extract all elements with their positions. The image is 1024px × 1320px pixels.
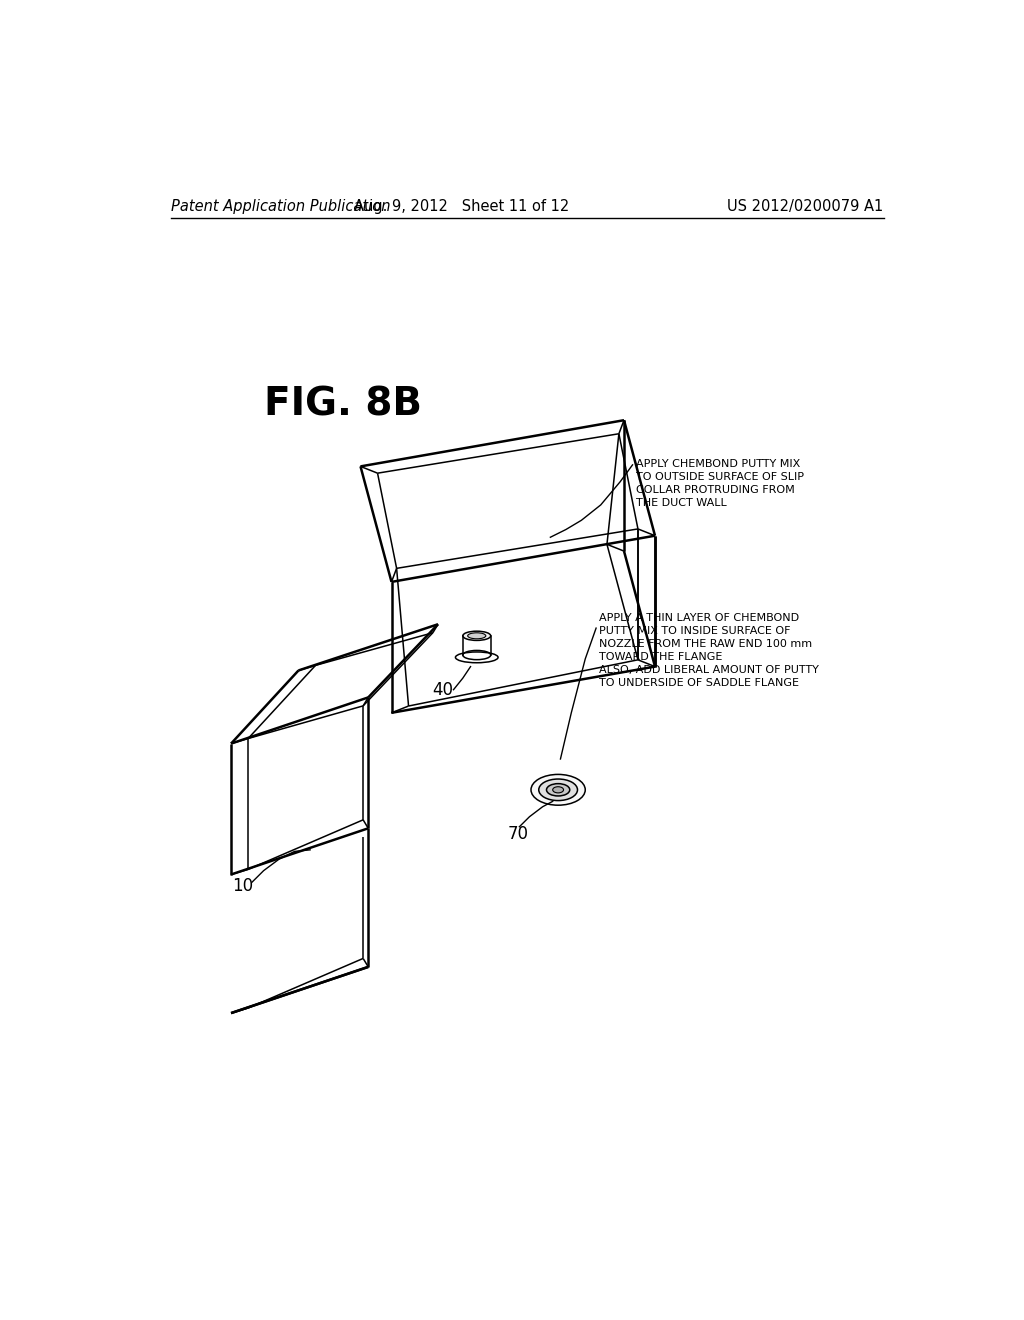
Text: APPLY CHEMBOND PUTTY MIX: APPLY CHEMBOND PUTTY MIX xyxy=(636,459,800,469)
Text: APPLY A THIN LAYER OF CHEMBOND: APPLY A THIN LAYER OF CHEMBOND xyxy=(599,612,800,623)
Text: ALSO, ADD LIBERAL AMOUNT OF PUTTY: ALSO, ADD LIBERAL AMOUNT OF PUTTY xyxy=(599,665,819,675)
Text: PUTTY MIX TO INSIDE SURFACE OF: PUTTY MIX TO INSIDE SURFACE OF xyxy=(599,626,791,636)
Ellipse shape xyxy=(463,631,490,640)
Ellipse shape xyxy=(531,775,586,805)
Ellipse shape xyxy=(553,787,563,793)
Ellipse shape xyxy=(468,632,485,639)
Text: Patent Application Publication: Patent Application Publication xyxy=(171,198,390,214)
Text: 40: 40 xyxy=(432,681,454,698)
Text: 70: 70 xyxy=(508,825,529,843)
Text: TO UNDERSIDE OF SADDLE FLANGE: TO UNDERSIDE OF SADDLE FLANGE xyxy=(599,678,799,688)
Text: US 2012/0200079 A1: US 2012/0200079 A1 xyxy=(727,198,884,214)
Text: FIG. 8B: FIG. 8B xyxy=(263,385,422,424)
Text: COLLAR PROTRUDING FROM: COLLAR PROTRUDING FROM xyxy=(636,484,795,495)
Text: Aug. 9, 2012   Sheet 11 of 12: Aug. 9, 2012 Sheet 11 of 12 xyxy=(353,198,569,214)
Text: THE DUCT WALL: THE DUCT WALL xyxy=(636,498,726,508)
Text: TOWARD THE FLANGE: TOWARD THE FLANGE xyxy=(599,652,723,661)
Text: 10: 10 xyxy=(232,876,253,895)
Text: TO OUTSIDE SURFACE OF SLIP: TO OUTSIDE SURFACE OF SLIP xyxy=(636,471,804,482)
Text: NOZZLE FROM THE RAW END 100 mm: NOZZLE FROM THE RAW END 100 mm xyxy=(599,639,812,649)
Ellipse shape xyxy=(547,784,569,796)
Ellipse shape xyxy=(539,779,578,800)
